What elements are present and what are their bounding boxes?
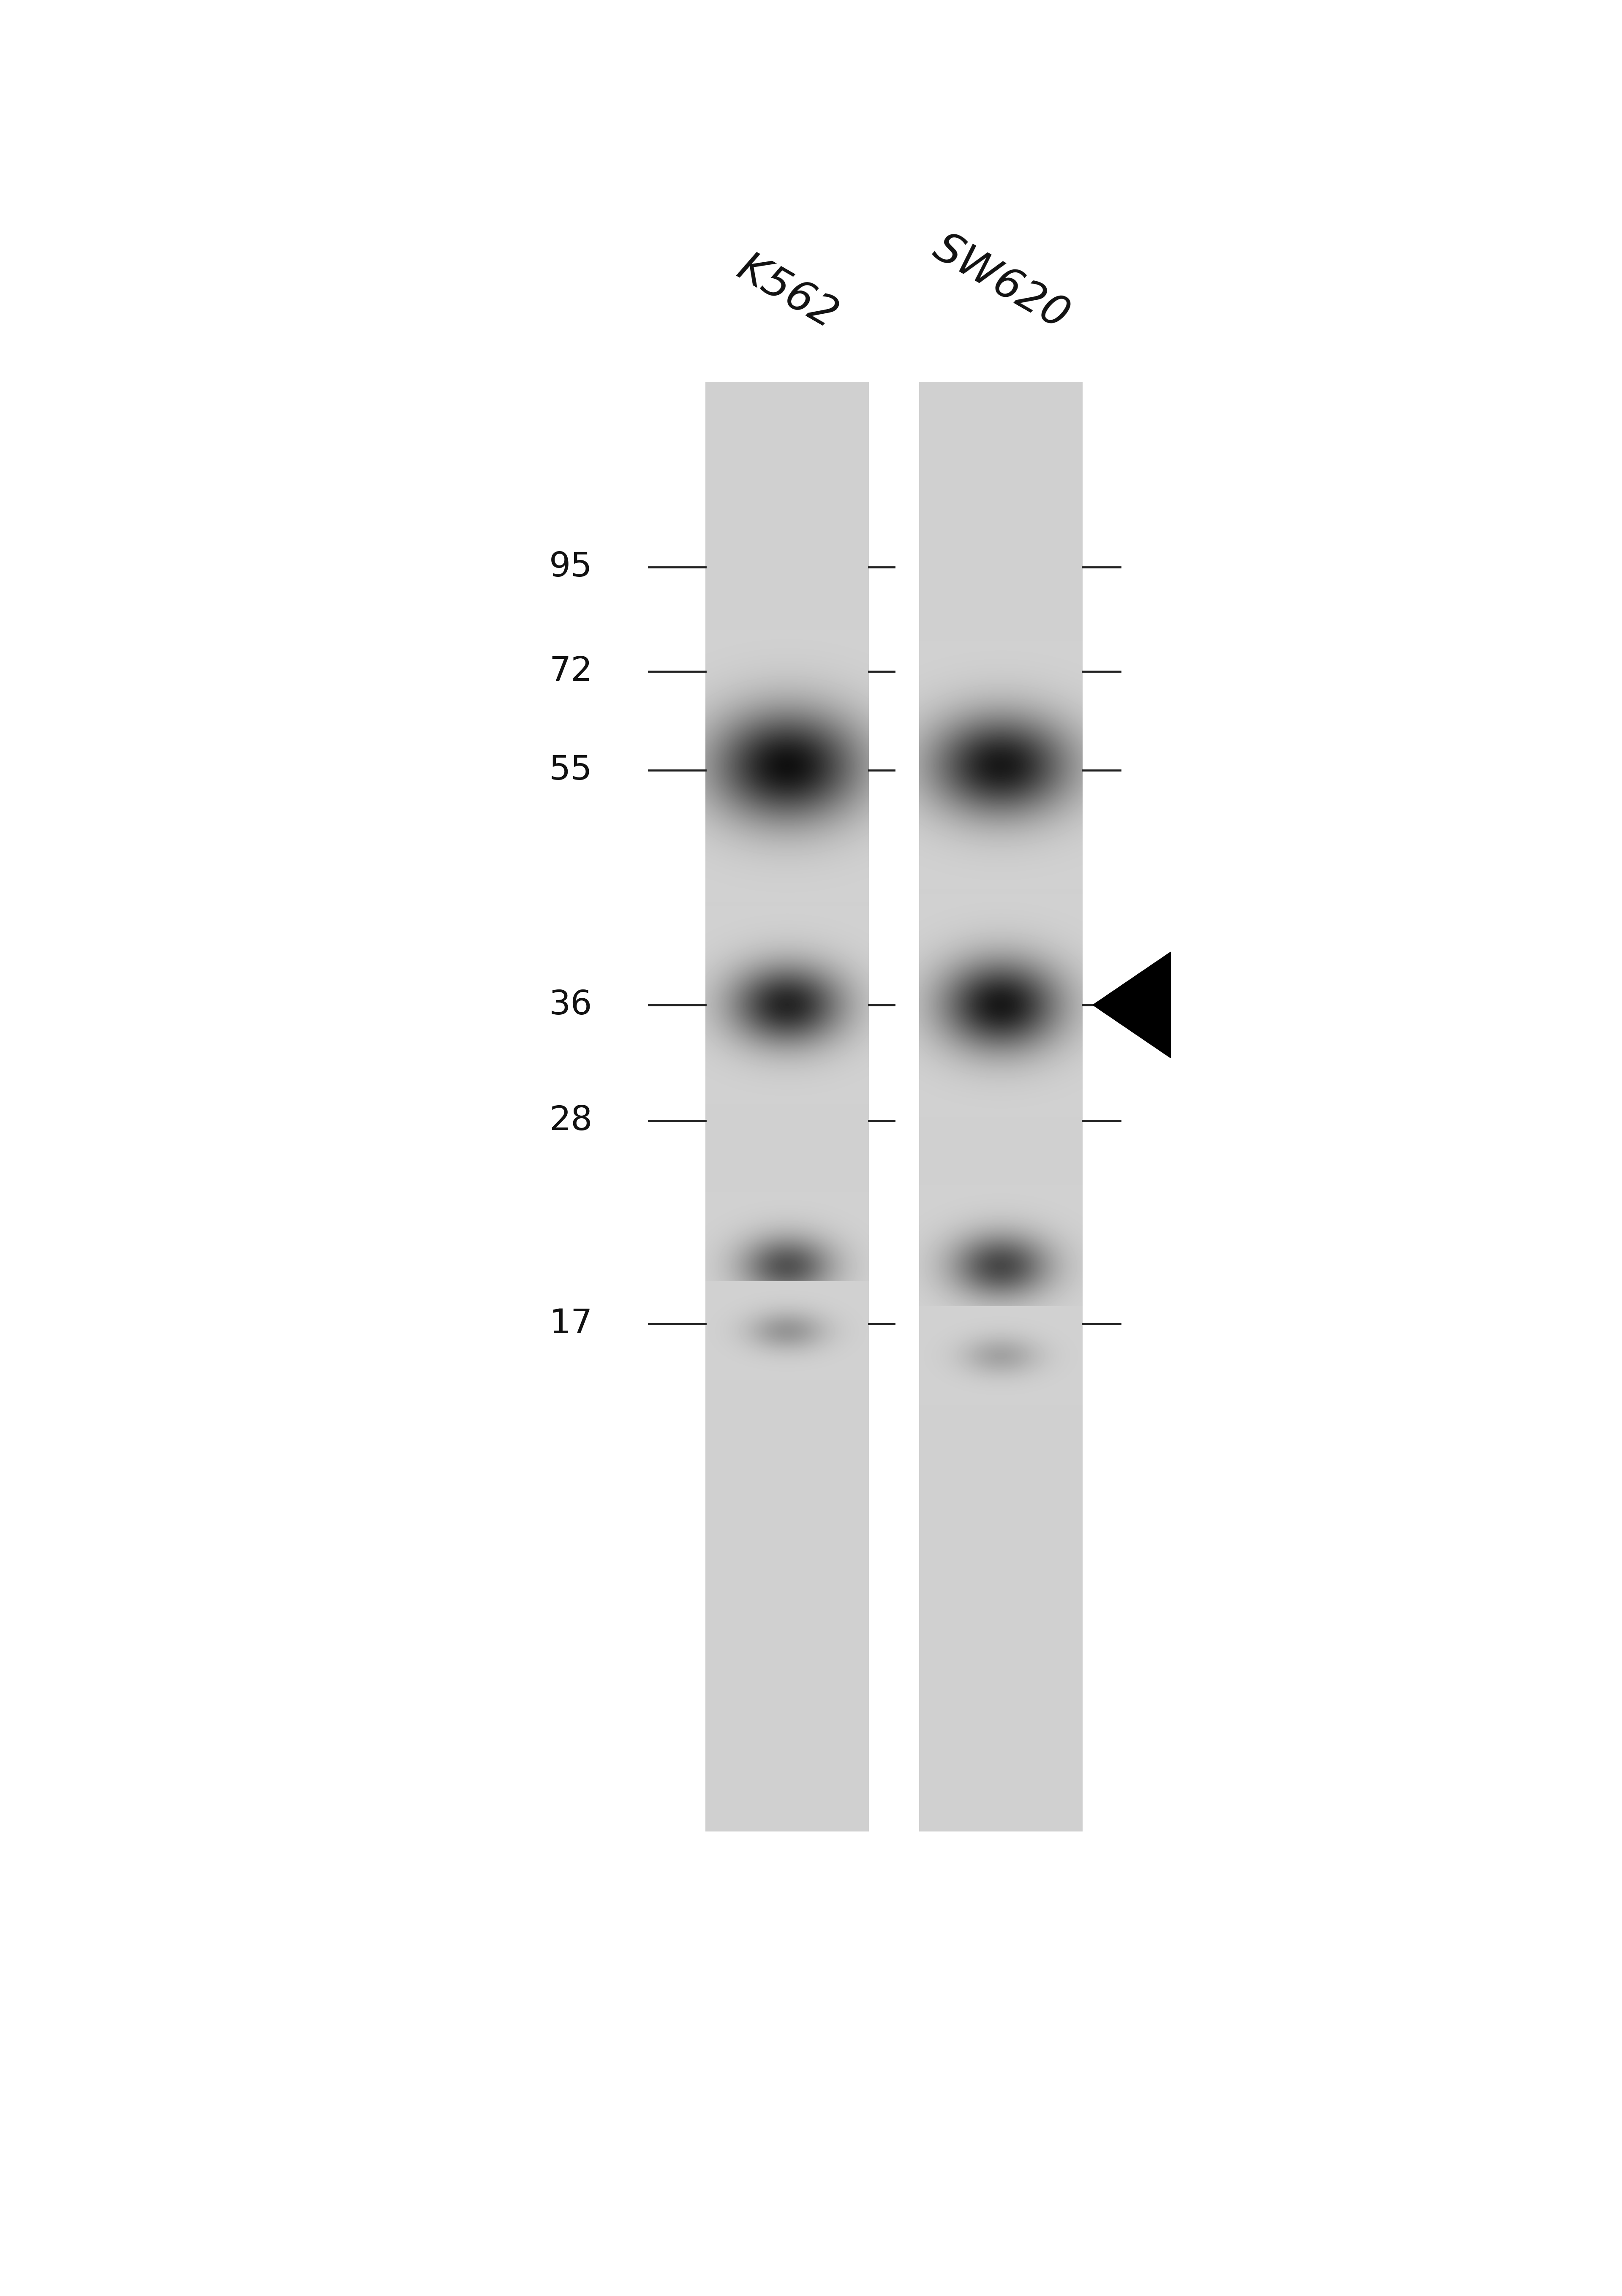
Text: 72: 72 bbox=[550, 654, 592, 689]
Polygon shape bbox=[1093, 953, 1171, 1058]
Text: 17: 17 bbox=[550, 1306, 592, 1341]
Text: 95: 95 bbox=[550, 551, 592, 583]
Bar bbox=[706, 381, 869, 1832]
Text: 55: 55 bbox=[550, 753, 592, 788]
Text: 28: 28 bbox=[550, 1104, 592, 1137]
Bar bbox=[920, 381, 1083, 1832]
Text: 36: 36 bbox=[550, 990, 592, 1022]
Text: SW620: SW620 bbox=[926, 227, 1075, 338]
Text: K562: K562 bbox=[730, 248, 845, 338]
